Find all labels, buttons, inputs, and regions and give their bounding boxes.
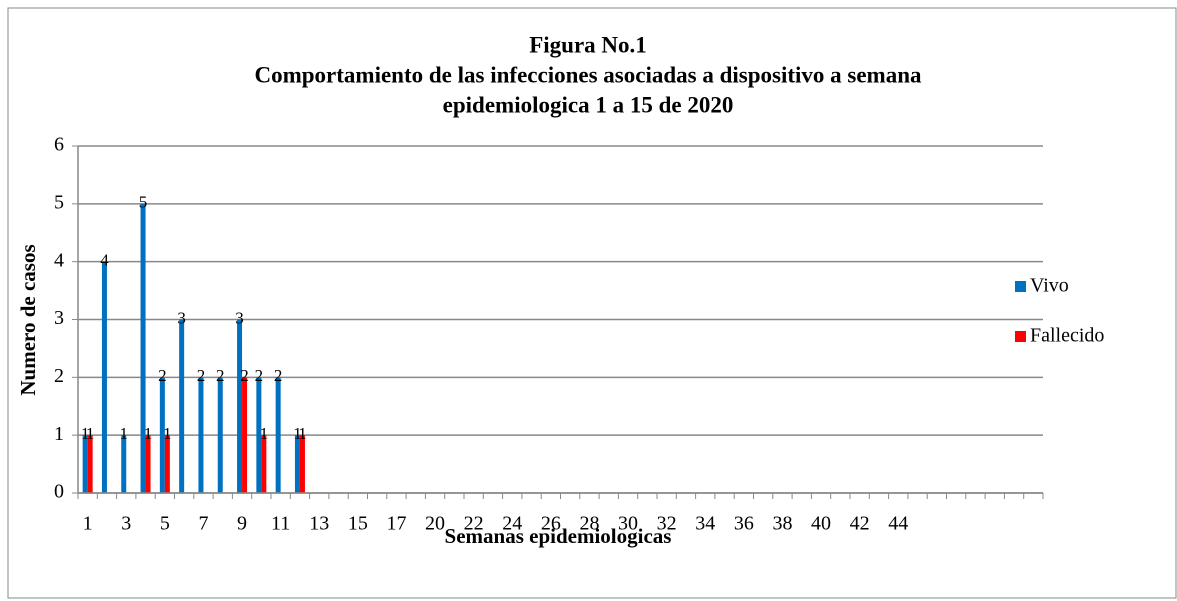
chart-title: Figura No.1: [529, 32, 647, 57]
data-label: 2: [240, 366, 249, 385]
y-tick-label: 2: [54, 365, 64, 387]
x-tick-label: 3: [121, 513, 131, 535]
chart-title: epidemiologica 1 a 15 de 2020: [443, 92, 734, 117]
data-label: 5: [139, 193, 148, 212]
data-label: 2: [274, 366, 283, 385]
y-tick-label: 1: [54, 423, 64, 445]
legend-swatch: [1015, 281, 1026, 292]
x-tick-label: 1: [83, 513, 93, 535]
x-axis-label: Semanas epidemiologicas: [445, 524, 672, 548]
bar: [164, 435, 170, 493]
legend-label: Vivo: [1030, 275, 1069, 297]
y-tick-label: 0: [54, 481, 64, 503]
x-tick-label: 26: [541, 513, 561, 535]
x-tick-label: 22: [464, 513, 484, 535]
y-tick-label: 3: [54, 307, 64, 329]
x-tick-label: 38: [772, 513, 792, 535]
data-label: 2: [197, 366, 206, 385]
bar: [82, 435, 88, 493]
y-axis-label: Numero de casos: [16, 244, 40, 395]
data-label: 1: [163, 424, 172, 443]
x-tick-label: 34: [695, 513, 715, 535]
data-label: 1: [120, 424, 129, 443]
x-tick-label: 30: [618, 513, 638, 535]
bar: [237, 319, 243, 493]
chart-frame: [7, 7, 1177, 599]
data-label: 1: [86, 424, 95, 443]
legend-swatch: [1015, 331, 1026, 342]
bar: [242, 377, 248, 493]
bar: [159, 377, 165, 493]
x-tick-label: 7: [198, 513, 208, 535]
x-tick-label: 24: [502, 513, 522, 535]
data-label: 3: [177, 308, 186, 327]
x-tick-label: 9: [237, 513, 247, 535]
bar: [217, 377, 223, 493]
bar: [121, 435, 127, 493]
x-tick-label: 17: [386, 513, 406, 535]
chart-title: Comportamiento de las infecciones asocia…: [255, 62, 923, 87]
bar: [198, 377, 204, 493]
x-tick-label: 40: [811, 513, 831, 535]
bar: [261, 435, 267, 493]
data-label: 1: [298, 424, 307, 443]
y-tick-label: 6: [54, 134, 64, 156]
x-tick-label: 32: [657, 513, 677, 535]
data-label: 3: [235, 308, 244, 327]
x-tick-label: 13: [309, 513, 329, 535]
bar: [145, 435, 151, 493]
legend-label: Fallecido: [1030, 325, 1104, 347]
data-label: 2: [255, 366, 264, 385]
data-label: 1: [260, 424, 269, 443]
data-label: 2: [158, 366, 167, 385]
data-label: 1: [144, 424, 153, 443]
x-tick-label: 15: [348, 513, 368, 535]
bar: [101, 261, 107, 493]
x-tick-label: 28: [579, 513, 599, 535]
x-tick-label: 42: [850, 513, 870, 535]
data-label: 1: [81, 424, 90, 443]
x-tick-label: 5: [160, 513, 170, 535]
y-tick-label: 4: [54, 249, 64, 271]
x-tick-label: 44: [888, 513, 908, 535]
bar: [299, 435, 305, 493]
x-tick-label: 11: [271, 513, 290, 535]
data-label: 4: [100, 251, 109, 270]
x-tick-label: 20: [425, 513, 445, 535]
bar: [275, 377, 281, 493]
bar: [179, 319, 185, 493]
bar: [294, 435, 300, 493]
data-label: 1: [293, 424, 302, 443]
bar: [256, 377, 262, 493]
bar: [140, 203, 146, 494]
x-tick-label: 36: [734, 513, 754, 535]
y-tick-label: 5: [54, 191, 64, 213]
data-label: 2: [216, 366, 225, 385]
bar: [87, 435, 93, 493]
